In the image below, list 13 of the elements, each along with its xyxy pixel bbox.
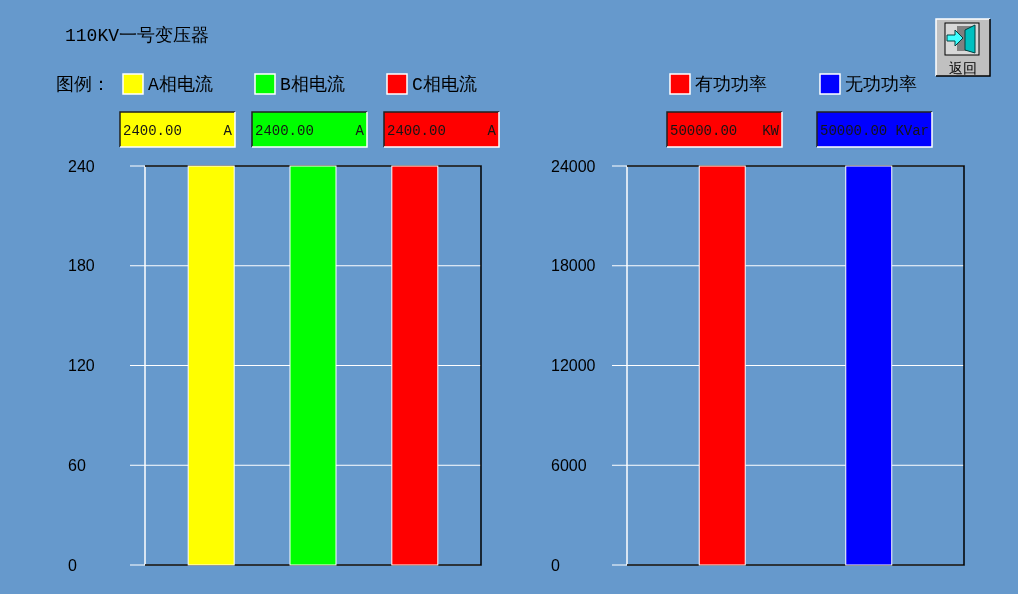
legend-label: A相电流 — [148, 74, 213, 95]
legend-label: 有功功率 — [695, 74, 767, 95]
legend-label: C相电流 — [412, 74, 477, 95]
readout: 50000.00 KVar — [816, 111, 933, 148]
title: 110KV一号变压器 — [65, 26, 209, 46]
readout: 2400.00 A — [251, 111, 368, 148]
button: 返回 — [935, 18, 991, 77]
legend-label: B相电流 — [280, 74, 345, 95]
legend-title: 图例： — [56, 75, 110, 95]
readout: 2400.00 A — [383, 111, 500, 148]
readout: 50000.00 KW — [666, 111, 783, 148]
legend-label: 无功功率 — [845, 74, 917, 95]
readout: 2400.00 A — [119, 111, 236, 148]
